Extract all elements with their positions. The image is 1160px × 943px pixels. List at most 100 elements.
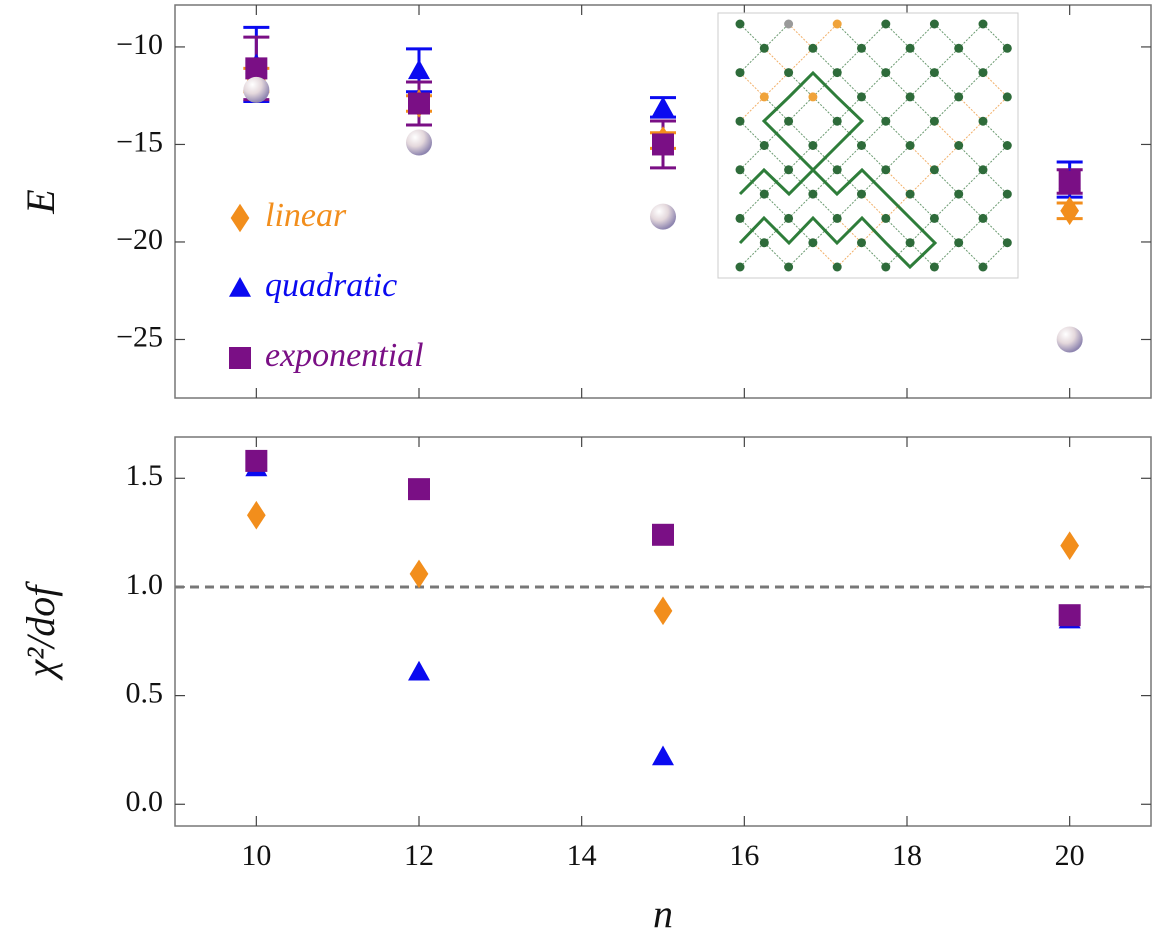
lattice-bond bbox=[812, 72, 838, 98]
lattice-bond bbox=[885, 120, 911, 146]
lattice-site bbox=[857, 189, 866, 199]
lattice-site bbox=[929, 68, 939, 78]
marker-square bbox=[1058, 170, 1081, 193]
y-axis-label: E bbox=[18, 189, 63, 214]
lattice-bond bbox=[958, 120, 984, 146]
lattice-site bbox=[905, 92, 915, 102]
lattice-site bbox=[808, 43, 818, 53]
lattice-bond bbox=[958, 193, 984, 219]
lattice-site bbox=[808, 189, 818, 199]
lattice-bond bbox=[812, 218, 838, 244]
y-tick-label: 0.5 bbox=[126, 676, 164, 709]
x-axis-label: n bbox=[653, 891, 673, 936]
lattice-site bbox=[784, 116, 794, 126]
lattice-bond bbox=[788, 47, 814, 73]
lattice-bond bbox=[861, 242, 887, 268]
lattice-bond bbox=[934, 72, 960, 98]
lattice-bond bbox=[836, 242, 862, 268]
marker-diamond bbox=[653, 596, 673, 626]
lattice-bond bbox=[885, 145, 911, 171]
lattice-bond bbox=[861, 72, 887, 98]
lattice-bond bbox=[909, 72, 935, 98]
lattice-bond bbox=[982, 120, 1008, 146]
marker-square bbox=[408, 478, 430, 501]
lattice-site bbox=[784, 165, 794, 175]
lattice-bond bbox=[934, 169, 960, 195]
lattice-bond bbox=[763, 193, 789, 219]
lattice-site bbox=[881, 19, 891, 29]
lattice-bond bbox=[763, 169, 789, 195]
lattice-bond bbox=[934, 47, 960, 73]
lattice-site bbox=[881, 165, 891, 175]
lattice-site bbox=[735, 165, 745, 175]
lattice-site bbox=[784, 68, 794, 78]
lattice-site bbox=[759, 92, 769, 102]
lattice-bond bbox=[836, 218, 862, 244]
lattice-bond bbox=[909, 120, 935, 146]
lattice-site bbox=[881, 68, 891, 78]
x-tick-label: 10 bbox=[241, 839, 271, 872]
x-tick-label: 12 bbox=[404, 839, 434, 872]
lattice-bond bbox=[934, 193, 960, 219]
lattice-bond bbox=[836, 169, 862, 195]
lattice-bond bbox=[934, 145, 960, 171]
lattice-bond bbox=[982, 145, 1008, 171]
lattice-bond bbox=[958, 72, 984, 98]
lattice-bond bbox=[763, 242, 789, 268]
lattice-bond bbox=[909, 242, 935, 268]
y-tick-label: −10 bbox=[116, 28, 163, 61]
lattice-bond bbox=[934, 96, 960, 122]
lattice-site bbox=[832, 165, 842, 175]
marker-square bbox=[652, 523, 674, 546]
lattice-site bbox=[954, 43, 964, 53]
lattice-path bbox=[738, 70, 938, 270]
lattice-bond bbox=[958, 23, 984, 49]
lattice-bond bbox=[788, 23, 814, 49]
marker-diamond bbox=[230, 203, 250, 233]
lattice-bond bbox=[982, 47, 1008, 73]
lattice-bond bbox=[763, 47, 789, 73]
lattice-bond bbox=[885, 23, 911, 49]
lattice-bond bbox=[861, 120, 887, 146]
lattice-bond bbox=[861, 169, 887, 195]
lattice-site bbox=[808, 92, 818, 102]
marker-square bbox=[408, 92, 430, 115]
lattice-bond bbox=[739, 23, 765, 49]
lattice-bond bbox=[909, 23, 935, 49]
lattice-bond bbox=[861, 96, 887, 122]
lattice-bond bbox=[739, 145, 765, 171]
lattice-site bbox=[735, 213, 745, 223]
lattice-site bbox=[881, 213, 891, 223]
plot-frame bbox=[174, 436, 1152, 827]
lattice-bond bbox=[861, 23, 887, 49]
lattice-site bbox=[857, 141, 866, 150]
lattice-bond bbox=[763, 96, 789, 122]
lattice-site bbox=[784, 262, 794, 272]
marker-triangle bbox=[229, 277, 251, 297]
marker-triangle bbox=[652, 96, 674, 117]
lattice-bond bbox=[788, 242, 814, 268]
lattice-bond bbox=[739, 218, 765, 244]
lattice-bond bbox=[909, 218, 935, 244]
lattice-bond bbox=[739, 96, 765, 122]
lattice-site bbox=[857, 92, 866, 102]
lattice-site bbox=[808, 141, 818, 150]
lattice-bond bbox=[836, 47, 862, 73]
lattice-site bbox=[759, 43, 769, 53]
lattice-site bbox=[929, 262, 939, 272]
lattice-site bbox=[905, 141, 915, 150]
lattice-site bbox=[1002, 238, 1012, 248]
marker-square bbox=[229, 347, 251, 369]
lattice-bond bbox=[812, 23, 838, 49]
marker-sphere bbox=[243, 76, 270, 103]
lattice-site bbox=[905, 43, 915, 53]
lattice-site bbox=[735, 68, 745, 78]
y-tick-label: −15 bbox=[116, 125, 163, 158]
y-tick-label: 0.0 bbox=[126, 785, 164, 818]
lattice-bond bbox=[836, 96, 862, 122]
lattice-site bbox=[978, 68, 988, 78]
lattice-bond bbox=[934, 242, 960, 268]
x-tick-label: 20 bbox=[1055, 839, 1085, 872]
lattice-site bbox=[832, 68, 842, 78]
lattice-bond bbox=[836, 193, 862, 219]
